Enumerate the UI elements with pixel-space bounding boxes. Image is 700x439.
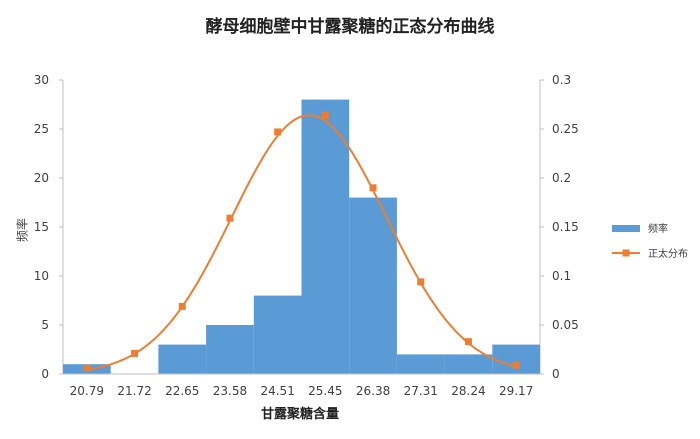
bar [444,354,493,374]
y-tick-label: 5 [41,318,49,332]
x-tick-label: 22.65 [165,384,199,398]
bar [396,354,445,374]
y2-tick-label: 0.2 [552,171,571,185]
curve-point [178,302,186,310]
bar [301,99,350,374]
y2-tick-label: 0.15 [552,220,579,234]
y-tick-label: 10 [34,269,49,283]
curve-point [83,364,91,372]
x-tick-label: 27.31 [404,384,438,398]
x-tick-label: 29.17 [499,384,533,398]
curve-point [417,278,425,286]
normal-curve-line [86,114,517,371]
legend-swatch-bar [612,225,640,232]
y2-tick-label: 0.05 [552,318,579,332]
bar [158,344,207,374]
x-tick-label: 25.45 [308,384,342,398]
y2-tick-label: 0.25 [552,122,579,136]
curve-point [512,361,520,369]
bar [206,325,254,374]
legend-label: 正太分布 [648,247,688,260]
curve-point [369,184,377,192]
x-tick-label: 26.38 [356,384,390,398]
y-tick-label: 0 [41,367,49,381]
x-axis-label: 甘露聚糖含量 [260,407,339,422]
curve-point [226,214,234,222]
y2-tick-label: 0.3 [552,73,571,87]
bar [253,295,302,374]
legend-label: 频率 [648,222,668,235]
x-tick-label: 28.24 [451,384,485,398]
curve-point [274,128,282,136]
x-tick-label: 20.79 [70,384,104,398]
curve-point [464,338,472,346]
bar [492,344,540,374]
legend-swatch-marker [622,249,630,257]
x-tick-label: 23.58 [213,384,247,398]
y-tick-label: 15 [34,220,49,234]
y-tick-label: 20 [34,171,49,185]
x-tick-label: 21.72 [117,384,151,398]
y-tick-label: 25 [34,122,49,136]
y2-tick-label: 0 [552,367,560,381]
y-tick-label: 30 [34,73,49,87]
y2-tick-label: 0.1 [552,269,571,283]
chart-title: 酵母细胞壁中甘露聚糖的正态分布曲线 [205,17,495,37]
curve-point [131,349,139,357]
x-tick-label: 24.51 [260,384,294,398]
curve-point [321,111,329,119]
y-axis-label: 频率 [15,217,30,243]
bar [349,197,397,374]
